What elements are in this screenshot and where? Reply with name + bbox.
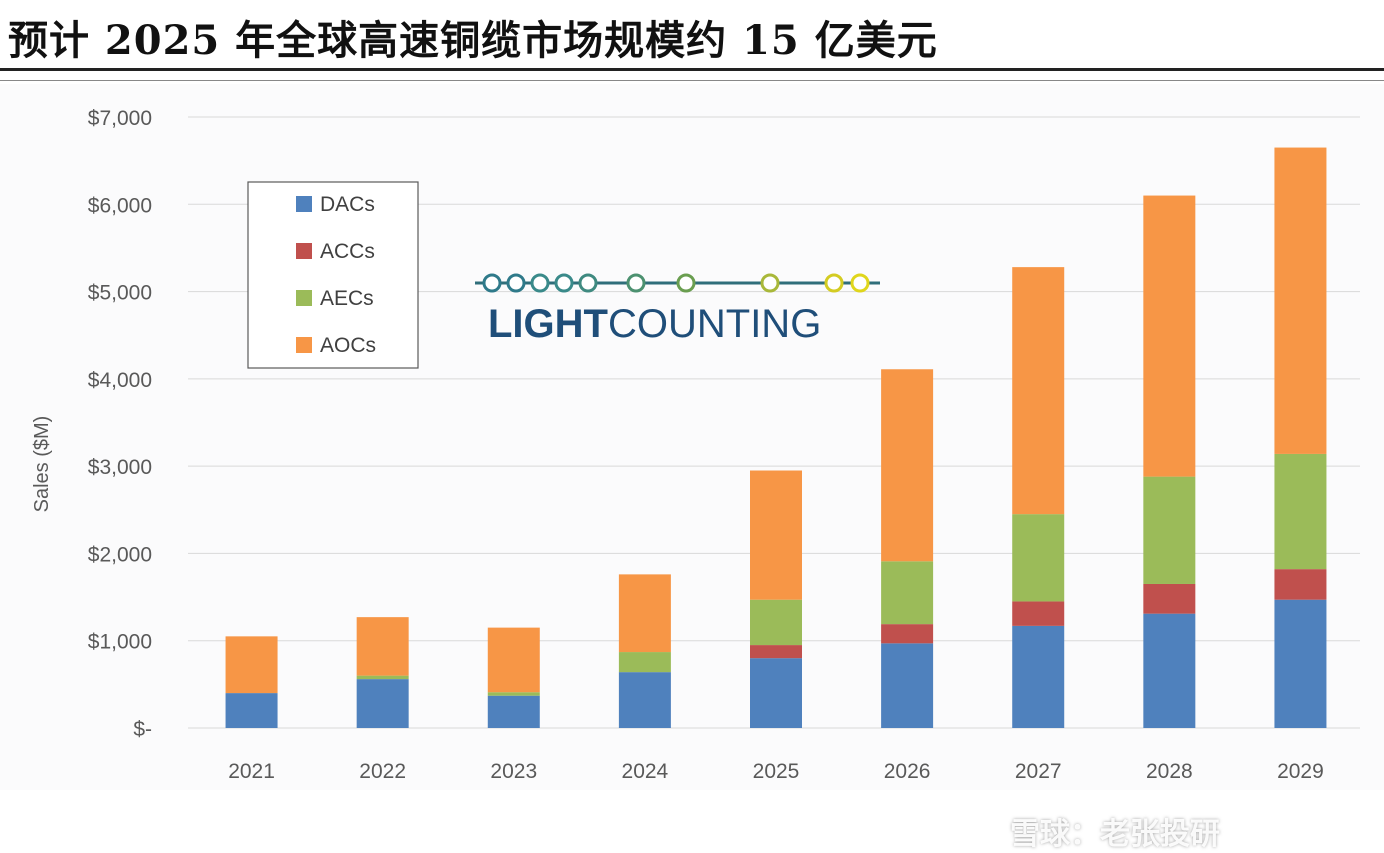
x-tick-label: 2021 (228, 760, 275, 783)
logo-node (676, 273, 696, 293)
bar-segment-dacs (225, 693, 278, 728)
legend-box (247, 181, 419, 369)
legend-swatch-aecs (296, 290, 312, 306)
y-tick-label: $- (133, 718, 152, 741)
bar-segment-aecs (750, 599, 802, 646)
bar-segment-aocs (750, 470, 802, 600)
logo-node (850, 273, 870, 293)
logo-text-bold: LIGHT (488, 302, 608, 346)
x-tick-label: 2024 (622, 760, 669, 783)
header: 预计 2025 年全球高速铜缆市场规模约 15 亿美元 (0, 0, 1384, 81)
y-tick-label: $4,000 (88, 369, 152, 392)
bar-segment-dacs (1274, 599, 1327, 728)
bar-segment-aecs (1012, 514, 1065, 602)
bar-segment-dacs (1012, 625, 1065, 728)
y-tick-label: $2,000 (88, 543, 152, 566)
y-tick-label: $3,000 (88, 456, 152, 479)
y-axis-ticks: $- $1,000 $2,000 $3,000 $4,000 $5,000 $6,000 $7… (88, 107, 152, 741)
logo-node (760, 273, 780, 293)
logo-text: LIGHTCOUNTING (488, 302, 821, 346)
title-subrule (0, 80, 1384, 81)
x-tick-label: 2022 (359, 760, 406, 783)
bar-segment-dacs (881, 643, 934, 728)
bar-segment-aecs (356, 675, 409, 680)
bar-segment-accs (881, 624, 934, 644)
logo-node (530, 273, 550, 293)
logo-node (626, 273, 646, 293)
bar-segment-dacs (356, 679, 409, 728)
x-axis-ticks: 2021 2022 2023 2024 2025 2026 2027 2028 2029 (228, 760, 1324, 783)
logo-text-light: COUNTING (608, 302, 821, 346)
legend-label: ACCs (320, 240, 375, 263)
legend-label: AOCs (320, 334, 376, 357)
logo-node (506, 273, 526, 293)
x-tick-label: 2026 (884, 760, 931, 783)
bar-segment-aocs (356, 617, 409, 676)
logo-node (482, 273, 502, 293)
legend-swatch-accs (296, 243, 312, 259)
bar-segment-accs (750, 645, 802, 659)
y-tick-label: $5,000 (88, 282, 152, 305)
y-tick-label: $6,000 (88, 194, 152, 217)
bar-segment-aocs (225, 636, 278, 694)
watermark: 雪球：老张投研 (1010, 817, 1220, 852)
logo-node (824, 273, 844, 293)
y-axis-label: Sales ($M) (31, 416, 53, 513)
bar-segment-dacs (750, 658, 802, 728)
bar-segment-aecs (1143, 476, 1196, 584)
x-tick-label: 2027 (1015, 760, 1062, 783)
legend-swatch-dacs (296, 196, 312, 212)
bar-segment-dacs (1143, 613, 1196, 728)
x-tick-label: 2025 (753, 760, 800, 783)
y-tick-label: $1,000 (88, 631, 152, 654)
bar-segment-aocs (618, 574, 671, 653)
bar-segment-aecs (1274, 453, 1327, 570)
bars (225, 147, 1327, 728)
bar-segment-aocs (487, 627, 540, 693)
legend-label: DACs (320, 193, 375, 216)
bar-segment-aocs (1274, 147, 1327, 454)
logo-node (554, 273, 574, 293)
page-title: 预计 2025 年全球高速铜缆市场规模约 15 亿美元 (8, 17, 938, 64)
bar-segment-aocs (881, 369, 934, 562)
legend-swatch-aocs (296, 337, 312, 353)
x-tick-label: 2023 (490, 760, 537, 783)
lightcounting-logo: LIGHTCOUNTING (475, 273, 880, 346)
legend-label: AECs (320, 287, 374, 310)
bar-segment-dacs (487, 695, 540, 728)
x-tick-label: 2029 (1277, 760, 1324, 783)
title-rule (0, 68, 1384, 71)
bar-segment-aecs (487, 692, 540, 696)
bar-segment-accs (1012, 601, 1065, 626)
bar-segment-aecs (618, 652, 671, 673)
legend: DACs ACCs AECs AOCs (247, 181, 419, 369)
bar-segment-dacs (618, 672, 671, 728)
bar-segment-aecs (881, 561, 934, 625)
bar-segment-accs (1274, 569, 1327, 600)
y-tick-label: $7,000 (88, 107, 152, 130)
bar-segment-aocs (1143, 195, 1196, 477)
stacked-bar-chart: $- $1,000 $2,000 $3,000 $4,000 $5,000 $6,000 $7… (31, 107, 1360, 783)
logo-node (578, 273, 598, 293)
x-tick-label: 2028 (1146, 760, 1193, 783)
chart-area: $- $1,000 $2,000 $3,000 $4,000 $5,000 $6,000 $7… (0, 84, 1384, 852)
bar-segment-aocs (1012, 267, 1065, 515)
bar-segment-accs (1143, 583, 1196, 614)
